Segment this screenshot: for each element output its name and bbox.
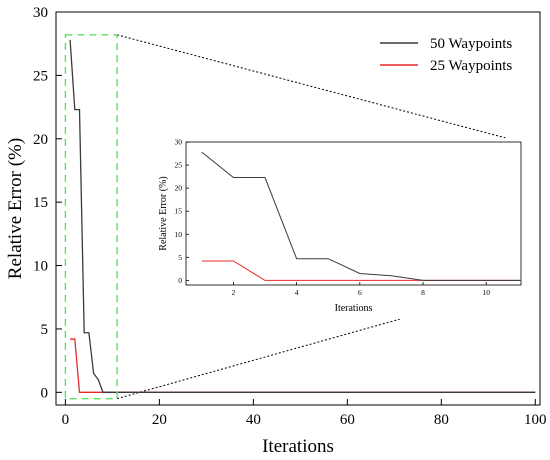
y-tick-label: 0 [41,385,49,401]
inset-series-line-50-waypoints [201,151,521,281]
main-x-axis: 0 20 40 60 80 100 [62,399,547,428]
x-tick-label: 100 [524,412,547,428]
inset-x-axis-label: Iterations [335,303,373,314]
x-tick-label: 80 [434,412,449,428]
main-plot-frame [55,11,541,406]
inset-x-axis: 2 4 6 8 10 [232,282,490,297]
inset-x-tick-label: 6 [358,288,362,297]
inset-plot: 2 4 6 8 10 0 5 10 15 20 25 30 Iterations Relative … [126,138,524,319]
legend-label: 25 Waypoints [430,58,512,74]
x-tick-label: 20 [152,412,167,428]
x-tick-label: 60 [340,412,355,428]
inset-x-tick-label: 4 [295,288,299,297]
legend-label: 50 Waypoints [430,36,512,52]
inset-y-axis: 0 5 10 15 20 25 30 [175,138,189,285]
inset-x-tick-label: 2 [232,288,236,297]
inset-y-tick-label: 30 [175,138,183,147]
legend: 50 Waypoints 25 Waypoints [380,36,512,74]
y-tick-label: 10 [33,259,48,275]
inset-y-tick-label: 10 [175,230,183,239]
main-series-lines [69,39,536,393]
y-tick-label: 30 [33,5,48,21]
inset-y-tick-label: 0 [178,276,182,285]
y-tick-label: 15 [33,195,48,211]
y-tick-label: 5 [41,322,49,338]
zoom-region-box [64,34,118,400]
inset-y-axis-label: Relative Error (%) [158,176,169,250]
main-y-axis: 0 5 10 15 20 25 30 [33,5,62,401]
inset-background [126,138,524,319]
series-line-25-waypoints [70,338,536,393]
inset-plot-frame [185,141,522,286]
inset-x-tick-label: 8 [421,288,425,297]
x-tick-label: 40 [246,412,261,428]
inset-y-tick-label: 15 [175,207,183,216]
zoom-connector-top [116,34,522,143]
inset-series-lines [201,151,521,281]
inset-y-tick-label: 5 [178,253,182,262]
inset-y-tick-label: 20 [175,184,183,193]
inset-x-tick-label: 10 [482,288,490,297]
y-axis-label: Relative Error (%) [5,138,26,279]
y-tick-label: 25 [33,68,48,84]
y-tick-label: 20 [33,132,48,148]
x-axis-label: Iterations [262,436,334,457]
series-line-50-waypoints [69,39,536,393]
x-tick-label: 0 [62,412,70,428]
inset-y-tick-label: 25 [175,161,183,170]
